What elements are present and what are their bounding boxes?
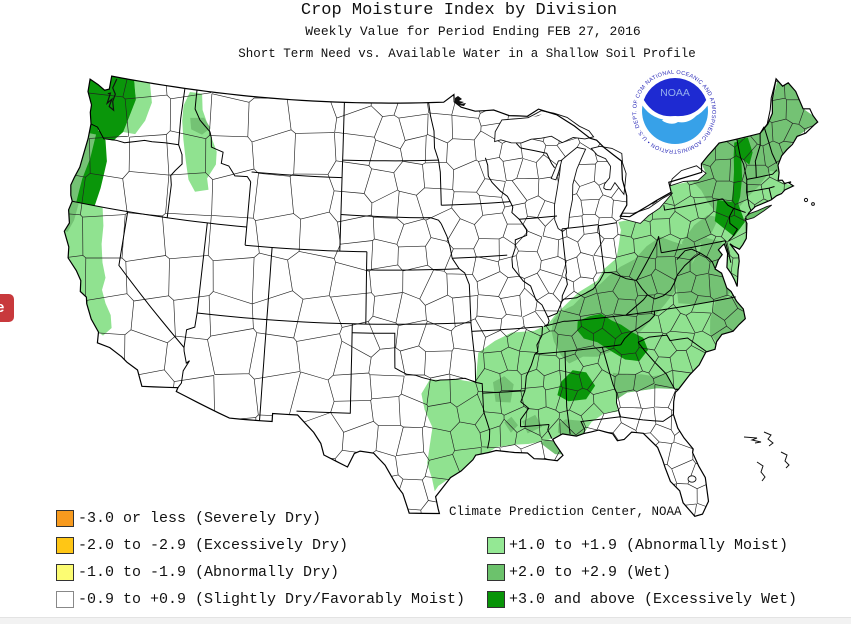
svg-text:NOAA: NOAA — [660, 87, 690, 99]
